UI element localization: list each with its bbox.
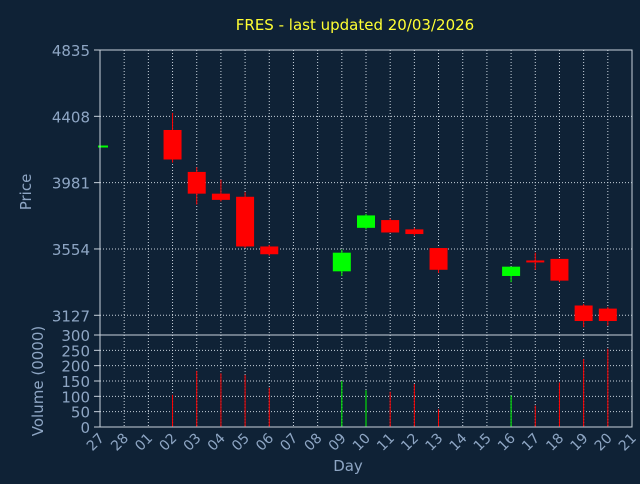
- candle-body: [550, 258, 569, 281]
- candle-body: [187, 171, 206, 194]
- price-tick-label: 4408: [52, 108, 90, 126]
- candle-body: [332, 252, 351, 272]
- candlesticks: [98, 112, 617, 328]
- volume-tick-label: 0: [80, 419, 90, 437]
- volume-tick-label: 50: [71, 404, 90, 422]
- price-axis-label: Price: [17, 174, 35, 211]
- candle-body: [429, 248, 448, 270]
- volume-bars: [172, 348, 609, 427]
- candle-body: [357, 215, 375, 228]
- candle-body: [526, 260, 545, 263]
- volume-tick-label: 150: [61, 373, 90, 391]
- price-tick-label: 3127: [52, 307, 90, 325]
- candle-body: [98, 145, 108, 148]
- volume-tick-label: 200: [61, 358, 90, 376]
- volume-tick-label: 300: [61, 327, 90, 345]
- candle-body: [163, 129, 182, 160]
- candle-body: [381, 220, 400, 233]
- candle-body: [260, 246, 279, 255]
- candle-body: [598, 308, 617, 322]
- volume-axis-label: Volume (0000): [29, 326, 47, 436]
- chart-title: FRES - last updated 20/03/2026: [236, 16, 474, 34]
- x-axis-label: Day: [333, 457, 363, 475]
- candle-body: [211, 193, 230, 200]
- price-tick-label: 3554: [52, 241, 90, 259]
- candle-body: [405, 229, 424, 235]
- candle-body: [502, 266, 521, 276]
- volume-tick-label: 100: [61, 388, 90, 406]
- price-tick-label: 4835: [52, 42, 90, 60]
- price-tick-label: 3981: [52, 175, 90, 193]
- candle-body: [236, 196, 255, 247]
- volume-tick-label: 250: [61, 342, 90, 360]
- candle-body: [574, 305, 593, 322]
